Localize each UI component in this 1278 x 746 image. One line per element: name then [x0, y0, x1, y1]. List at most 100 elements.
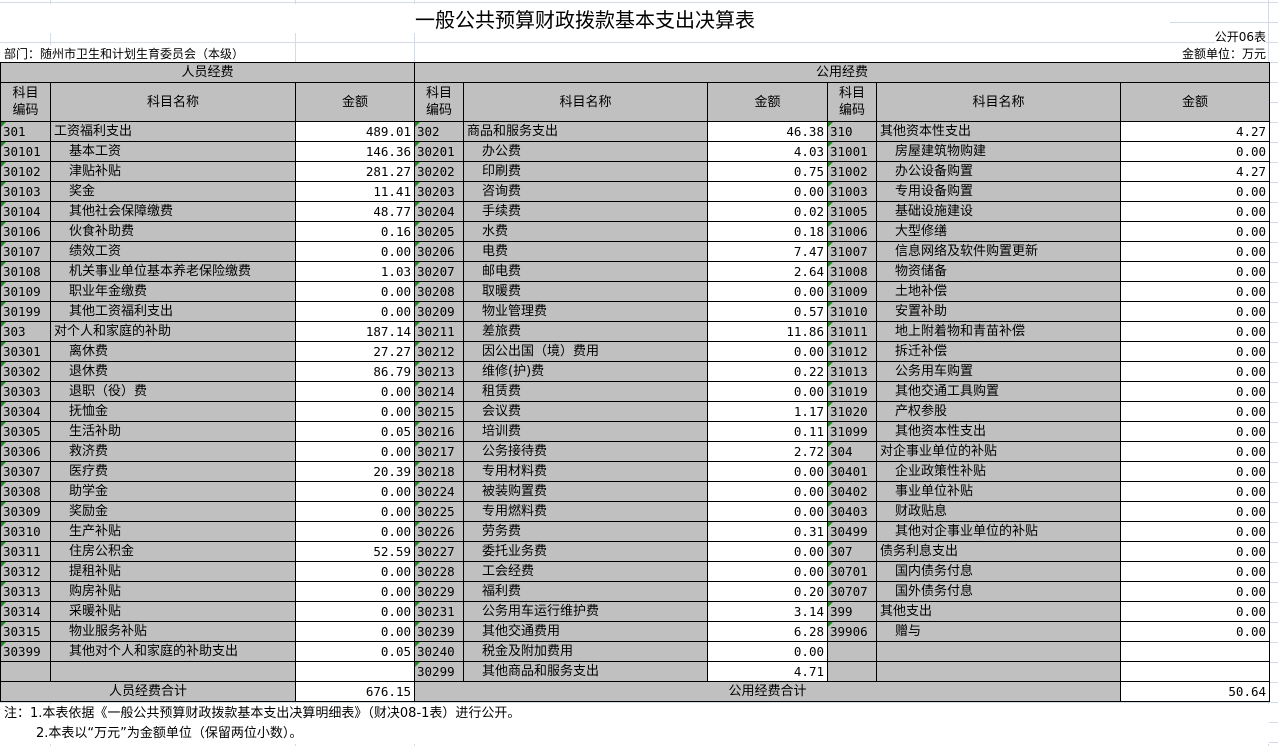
- cell-amount[interactable]: 46.38: [707, 121, 828, 142]
- cell-amount[interactable]: 3.14: [707, 601, 828, 622]
- cell-code[interactable]: 304: [827, 441, 877, 462]
- cell-amount[interactable]: [1119, 661, 1271, 682]
- cell-amount[interactable]: 0.20: [707, 581, 828, 602]
- cell-name[interactable]: 拆迁补偿: [876, 341, 1121, 362]
- cell-code[interactable]: 30313: [0, 581, 51, 602]
- cell-code[interactable]: 30499: [827, 521, 877, 542]
- cell-code[interactable]: 39906: [827, 621, 877, 642]
- cell-amount[interactable]: 0.00: [707, 381, 828, 402]
- cell-code[interactable]: 30216: [414, 421, 464, 442]
- cell-amount[interactable]: 0.75: [707, 161, 828, 182]
- cell-name[interactable]: 对个人和家庭的补助: [50, 321, 296, 342]
- cell-name[interactable]: 电费: [463, 241, 708, 262]
- cell-name[interactable]: [876, 641, 1121, 662]
- cell-code[interactable]: 30107: [0, 241, 51, 262]
- cell-name[interactable]: 产权参股: [876, 401, 1121, 422]
- cell-name[interactable]: 其他资本性支出: [876, 421, 1121, 442]
- cell-amount[interactable]: 0.00: [1119, 301, 1271, 322]
- cell-amount[interactable]: 0.00: [1119, 441, 1271, 462]
- cell-amount[interactable]: 0.00: [295, 561, 415, 582]
- cell-name[interactable]: 机关事业单位基本养老保险缴费: [50, 261, 296, 282]
- cell-amount[interactable]: 0.11: [707, 421, 828, 442]
- cell-amount[interactable]: 2.64: [707, 261, 828, 282]
- cell-name[interactable]: 房屋建筑物购建: [876, 141, 1121, 162]
- cell-name[interactable]: 公务用车运行维护费: [463, 601, 708, 622]
- cell-code[interactable]: [827, 661, 877, 682]
- cell-name[interactable]: 其他支出: [876, 601, 1121, 622]
- cell-name[interactable]: 抚恤金: [50, 401, 296, 422]
- cell-code[interactable]: 30225: [414, 501, 464, 522]
- cell-code[interactable]: 30707: [827, 581, 877, 602]
- cell-code[interactable]: 30102: [0, 161, 51, 182]
- cell-code[interactable]: 30214: [414, 381, 464, 402]
- cell-code[interactable]: 30302: [0, 361, 51, 382]
- cell-code[interactable]: 30303: [0, 381, 51, 402]
- cell-name[interactable]: 土地补偿: [876, 281, 1121, 302]
- cell-amount[interactable]: 0.00: [295, 601, 415, 622]
- cell-name[interactable]: 购房补贴: [50, 581, 296, 602]
- cell-name[interactable]: 培训费: [463, 421, 708, 442]
- cell-code[interactable]: 31007: [827, 241, 877, 262]
- cell-code[interactable]: 30401: [827, 461, 877, 482]
- cell-code[interactable]: 30310: [0, 521, 51, 542]
- cell-amount[interactable]: 0.00: [1119, 421, 1271, 442]
- cell-code[interactable]: 30199: [0, 301, 51, 322]
- cell-name[interactable]: 信息网络及软件购置更新: [876, 241, 1121, 262]
- cell-name[interactable]: 其他商品和服务支出: [463, 661, 708, 682]
- cell-name[interactable]: 退休费: [50, 361, 296, 382]
- cell-code[interactable]: 30217: [414, 441, 464, 462]
- cell-code[interactable]: 30106: [0, 221, 51, 242]
- cell-amount[interactable]: 0.00: [707, 481, 828, 502]
- cell-code[interactable]: 30308: [0, 481, 51, 502]
- cell-amount[interactable]: 0.00: [1119, 541, 1271, 562]
- cell-code[interactable]: 30311: [0, 541, 51, 562]
- cell-amount[interactable]: 0.00: [707, 541, 828, 562]
- cell-name[interactable]: 债务利息支出: [876, 541, 1121, 562]
- cell-code[interactable]: 30201: [414, 141, 464, 162]
- cell-amount[interactable]: 11.86: [707, 321, 828, 342]
- cell-code[interactable]: 30204: [414, 201, 464, 222]
- cell-name[interactable]: 委托业务费: [463, 541, 708, 562]
- cell-code[interactable]: 30208: [414, 281, 464, 302]
- cell-amount[interactable]: 0.00: [1119, 201, 1271, 222]
- cell-amount[interactable]: 0.00: [707, 641, 828, 662]
- cell-name[interactable]: 公务用车购置: [876, 361, 1121, 382]
- cell-amount[interactable]: 0.00: [1119, 401, 1271, 422]
- cell-name[interactable]: 专用燃料费: [463, 501, 708, 522]
- cell-code[interactable]: 30239: [414, 621, 464, 642]
- cell-name[interactable]: 其他交通工具购置: [876, 381, 1121, 402]
- cell-code[interactable]: 30304: [0, 401, 51, 422]
- cell-amount[interactable]: 281.27: [295, 161, 415, 182]
- cell-amount[interactable]: 4.27: [1119, 161, 1271, 182]
- cell-code[interactable]: 30312: [0, 561, 51, 582]
- cell-amount[interactable]: 0.00: [295, 301, 415, 322]
- cell-name[interactable]: 办公费: [463, 141, 708, 162]
- cell-amount[interactable]: 0.00: [295, 521, 415, 542]
- cell-name[interactable]: 手续费: [463, 201, 708, 222]
- cell-amount[interactable]: 4.03: [707, 141, 828, 162]
- cell-code[interactable]: 31011: [827, 321, 877, 342]
- cell-code[interactable]: 31003: [827, 181, 877, 202]
- cell-amount[interactable]: 0.00: [1119, 501, 1271, 522]
- cell-amount[interactable]: 146.36: [295, 141, 415, 162]
- cell-code[interactable]: 31010: [827, 301, 877, 322]
- cell-amount[interactable]: 0.00: [295, 441, 415, 462]
- cell-code[interactable]: 31099: [827, 421, 877, 442]
- cell-amount[interactable]: 0.05: [295, 641, 415, 662]
- cell-amount[interactable]: 1.03: [295, 261, 415, 282]
- cell-name[interactable]: 绩效工资: [50, 241, 296, 262]
- cell-name[interactable]: 租赁费: [463, 381, 708, 402]
- cell-amount[interactable]: 7.47: [707, 241, 828, 262]
- cell-amount[interactable]: 0.02: [707, 201, 828, 222]
- cell-name[interactable]: 救济费: [50, 441, 296, 462]
- cell-amount[interactable]: 4.27: [1119, 121, 1271, 142]
- cell-amount[interactable]: 0.00: [1119, 581, 1271, 602]
- cell-name[interactable]: 基本工资: [50, 141, 296, 162]
- cell-code[interactable]: 30305: [0, 421, 51, 442]
- cell-amount[interactable]: 0.00: [295, 581, 415, 602]
- cell-amount[interactable]: 0.00: [1119, 321, 1271, 342]
- cell-name[interactable]: 会议费: [463, 401, 708, 422]
- cell-amount[interactable]: 52.59: [295, 541, 415, 562]
- cell-amount[interactable]: 0.00: [1119, 481, 1271, 502]
- cell-name[interactable]: 国内债务付息: [876, 561, 1121, 582]
